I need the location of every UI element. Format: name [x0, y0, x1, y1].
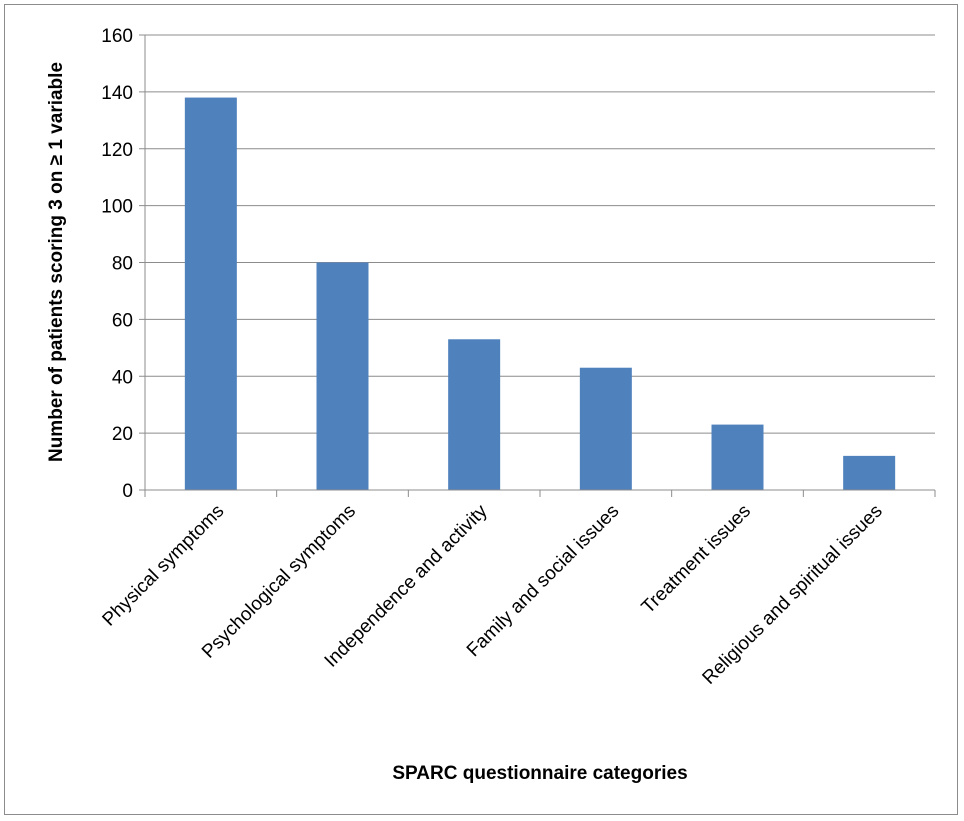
- y-tick-label: 60: [112, 310, 133, 331]
- bar: [579, 367, 632, 490]
- y-tick-labels: 0 20 40 60 80 100 120 140 160: [101, 26, 133, 502]
- y-tick-label: 40: [112, 367, 133, 388]
- x-tick-label: Psychological symptoms: [198, 501, 360, 663]
- x-tick-label: Family and social issues: [463, 501, 623, 661]
- x-tick-label: Physical symptoms: [99, 501, 229, 631]
- y-tick-label: 20: [112, 424, 133, 445]
- bar: [184, 97, 237, 490]
- x-axis-title: SPARC questionnaire categories: [392, 763, 687, 784]
- y-tick-label: 100: [101, 197, 133, 218]
- x-tick-label: Treatment issues: [638, 501, 755, 618]
- y-tick-label: 120: [101, 140, 133, 161]
- y-tick-label: 160: [101, 26, 133, 47]
- y-tick-label: 140: [101, 83, 133, 104]
- bar: [448, 339, 501, 490]
- y-axis-title: Number of patients scoring 3 on ≥ 1 vari…: [46, 62, 67, 462]
- bar: [843, 455, 896, 490]
- y-tick-label: 0: [122, 481, 133, 502]
- bars: [184, 97, 896, 490]
- gridlines: [145, 34, 935, 434]
- axes: [139, 34, 936, 497]
- bar: [316, 262, 369, 490]
- y-tick-label: 80: [112, 254, 133, 275]
- bar: [711, 424, 764, 490]
